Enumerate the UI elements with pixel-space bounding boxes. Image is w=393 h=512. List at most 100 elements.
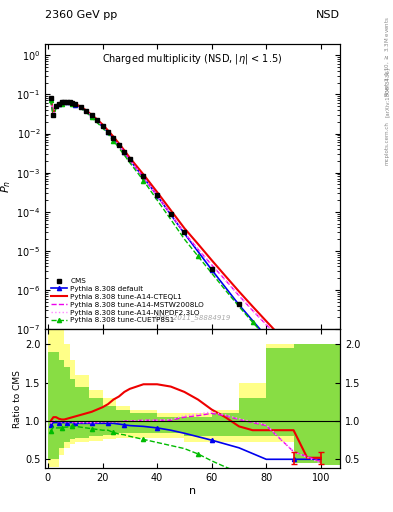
Pythia 8.308 tune-A14-CTEQL1 xyxy=(100,121,105,127)
Pythia 8.308 tune-A14-NNPDF2.3LO xyxy=(68,99,72,105)
Pythia 8.308 default xyxy=(264,333,269,339)
Pythia 8.308 default xyxy=(318,391,323,397)
Pythia 8.308 tune-A14-MSTW2008LO xyxy=(62,99,67,105)
Pythia 8.308 tune-A14-MSTW2008LO xyxy=(48,95,53,101)
Pythia 8.308 tune-CUETP8S1 xyxy=(122,152,127,158)
Pythia 8.308 tune-A14-MSTW2008LO xyxy=(223,277,228,283)
Pythia 8.308 tune-CUETP8S1 xyxy=(291,362,296,368)
CMS xyxy=(237,301,241,307)
Pythia 8.308 tune-A14-CTEQL1 xyxy=(196,241,200,247)
Pythia 8.308 tune-CUETP8S1 xyxy=(127,160,132,166)
Pythia 8.308 tune-CUETP8S1 xyxy=(209,270,214,276)
Pythia 8.308 tune-A14-CTEQL1 xyxy=(155,189,160,195)
Y-axis label: Ratio to CMS: Ratio to CMS xyxy=(13,370,22,428)
Pythia 8.308 tune-A14-MSTW2008LO xyxy=(68,99,72,105)
Pythia 8.308 tune-A14-NNPDF2.3LO xyxy=(168,211,173,217)
Pythia 8.308 tune-A14-CTEQL1 xyxy=(78,103,83,110)
CMS xyxy=(116,142,121,148)
Pythia 8.308 tune-A14-MSTW2008LO xyxy=(54,103,59,110)
Pythia 8.308 default xyxy=(237,302,241,308)
Pythia 8.308 tune-A14-NNPDF2.3LO xyxy=(95,118,99,124)
Pythia 8.308 default xyxy=(141,174,146,180)
CMS xyxy=(54,103,59,109)
Pythia 8.308 tune-A14-MSTW2008LO xyxy=(168,211,173,218)
Pythia 8.308 tune-A14-CTEQL1 xyxy=(209,257,214,263)
Pythia 8.308 tune-A14-NNPDF2.3LO xyxy=(62,99,67,105)
Pythia 8.308 tune-CUETP8S1 xyxy=(84,109,88,115)
Pythia 8.308 tune-A14-CTEQL1 xyxy=(68,99,72,105)
Pythia 8.308 tune-A14-MSTW2008LO xyxy=(51,112,56,118)
Line: Pythia 8.308 tune-A14-CTEQL1: Pythia 8.308 tune-A14-CTEQL1 xyxy=(51,98,321,378)
CMS xyxy=(318,390,323,396)
Text: mcplots.cern.ch: mcplots.cern.ch xyxy=(385,121,389,165)
Pythia 8.308 tune-CUETP8S1 xyxy=(111,138,116,144)
Pythia 8.308 tune-CUETP8S1 xyxy=(168,216,173,222)
Pythia 8.308 tune-A14-MSTW2008LO xyxy=(57,101,61,107)
Pythia 8.308 tune-A14-NNPDF2.3LO xyxy=(127,157,132,163)
Line: Pythia 8.308 tune-A14-NNPDF2.3LO: Pythia 8.308 tune-A14-NNPDF2.3LO xyxy=(51,98,321,378)
CMS xyxy=(122,149,127,155)
Pythia 8.308 tune-A14-CTEQL1 xyxy=(318,375,323,381)
CMS xyxy=(209,266,214,272)
Pythia 8.308 default xyxy=(291,364,296,370)
Pythia 8.308 tune-A14-NNPDF2.3LO xyxy=(264,322,269,328)
Pythia 8.308 tune-CUETP8S1 xyxy=(100,125,105,131)
Pythia 8.308 tune-A14-NNPDF2.3LO xyxy=(196,246,200,252)
Pythia 8.308 tune-A14-CTEQL1 xyxy=(237,288,241,294)
Pythia 8.308 tune-A14-CTEQL1 xyxy=(59,99,64,105)
Line: Pythia 8.308 tune-A14-MSTW2008LO: Pythia 8.308 tune-A14-MSTW2008LO xyxy=(51,98,321,378)
Pythia 8.308 tune-A14-CTEQL1 xyxy=(168,207,173,213)
Pythia 8.308 default xyxy=(116,142,121,148)
Pythia 8.308 default xyxy=(209,267,214,273)
Pythia 8.308 tune-A14-MSTW2008LO xyxy=(116,142,121,148)
Text: 2360 GeV pp: 2360 GeV pp xyxy=(45,10,118,20)
Text: [arXiv:1306.3436]: [arXiv:1306.3436] xyxy=(385,67,389,117)
Pythia 8.308 tune-A14-CTEQL1 xyxy=(141,172,146,178)
Pythia 8.308 tune-CUETP8S1 xyxy=(223,287,228,293)
CMS xyxy=(264,332,269,338)
CMS xyxy=(155,192,160,198)
CMS xyxy=(51,112,56,118)
Pythia 8.308 default xyxy=(59,99,64,105)
Pythia 8.308 default xyxy=(111,135,116,141)
Pythia 8.308 tune-A14-MSTW2008LO xyxy=(250,307,255,313)
Pythia 8.308 tune-A14-NNPDF2.3LO xyxy=(78,104,83,110)
CMS xyxy=(182,229,187,236)
Pythia 8.308 tune-A14-NNPDF2.3LO xyxy=(51,112,56,118)
CMS xyxy=(59,99,64,105)
Pythia 8.308 tune-CUETP8S1 xyxy=(116,145,121,151)
Pythia 8.308 tune-A14-CTEQL1 xyxy=(182,225,187,231)
CMS xyxy=(70,100,75,106)
Pythia 8.308 tune-A14-CTEQL1 xyxy=(62,98,67,104)
Pythia 8.308 tune-A14-NNPDF2.3LO xyxy=(57,101,61,107)
Pythia 8.308 tune-CUETP8S1 xyxy=(196,253,200,259)
Pythia 8.308 tune-A14-MSTW2008LO xyxy=(70,100,75,106)
Pythia 8.308 tune-A14-MSTW2008LO xyxy=(155,193,160,199)
Pythia 8.308 default xyxy=(155,193,160,199)
Pythia 8.308 tune-A14-CTEQL1 xyxy=(73,101,77,107)
Pythia 8.308 tune-A14-NNPDF2.3LO xyxy=(73,101,77,108)
Pythia 8.308 tune-A14-CTEQL1 xyxy=(54,103,59,109)
Pythia 8.308 tune-A14-NNPDF2.3LO xyxy=(291,349,296,355)
Pythia 8.308 tune-A14-CTEQL1 xyxy=(127,155,132,161)
Pythia 8.308 tune-CUETP8S1 xyxy=(182,236,187,242)
Pythia 8.308 default xyxy=(51,112,56,118)
Pythia 8.308 default xyxy=(54,103,59,110)
CMS xyxy=(68,99,72,105)
Pythia 8.308 tune-CUETP8S1 xyxy=(155,197,160,203)
Pythia 8.308 default xyxy=(68,99,72,105)
Pythia 8.308 tune-CUETP8S1 xyxy=(264,334,269,340)
Pythia 8.308 tune-A14-NNPDF2.3LO xyxy=(237,292,241,298)
CMS xyxy=(57,100,61,106)
Pythia 8.308 default xyxy=(122,150,127,156)
CMS xyxy=(168,210,173,217)
Pythia 8.308 tune-CUETP8S1 xyxy=(54,105,59,111)
Pythia 8.308 tune-CUETP8S1 xyxy=(59,100,64,106)
Pythia 8.308 tune-A14-MSTW2008LO xyxy=(127,157,132,163)
Pythia 8.308 tune-A14-NNPDF2.3LO xyxy=(84,108,88,114)
Pythia 8.308 default xyxy=(168,211,173,218)
Pythia 8.308 tune-A14-CTEQL1 xyxy=(89,112,94,118)
Pythia 8.308 tune-A14-CTEQL1 xyxy=(111,134,116,140)
Pythia 8.308 tune-A14-NNPDF2.3LO xyxy=(141,174,146,180)
Pythia 8.308 default xyxy=(78,104,83,110)
